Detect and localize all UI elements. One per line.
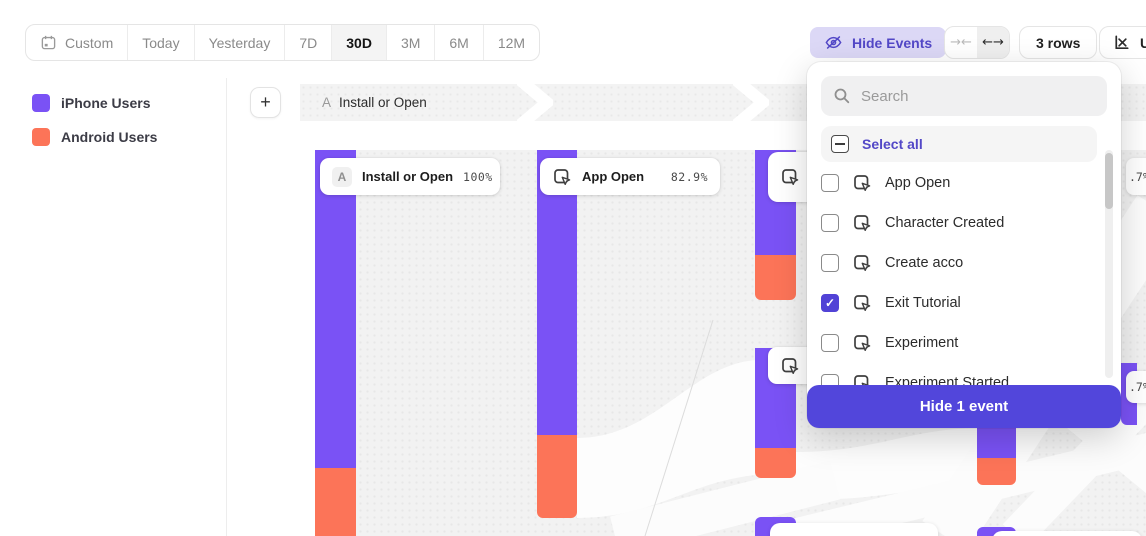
row3-step-card-clipped[interactable]: [770, 523, 938, 536]
range-6m[interactable]: 6M: [435, 25, 484, 60]
range-12m[interactable]: 12M: [497, 34, 526, 51]
event-icon: [852, 333, 872, 353]
legend-item-android: Android Users: [32, 128, 157, 146]
row2-edge-card-fragment[interactable]: .7%: [1126, 371, 1146, 403]
select-all-label: Select all: [862, 136, 923, 152]
bar-step1-android[interactable]: [315, 468, 356, 536]
event-list: App Open Character Created Create acco E…: [807, 162, 1121, 403]
calendar-icon: [41, 35, 56, 50]
step-a-badge: A: [332, 166, 352, 187]
trend-view-button[interactable]: U: [1099, 26, 1146, 59]
bar-step3-android[interactable]: [755, 255, 796, 300]
android-color-swatch: [32, 128, 50, 146]
event-checkbox[interactable]: [821, 254, 839, 272]
rows-setting-button[interactable]: 3 rows: [1019, 26, 1098, 59]
event-row-character-created[interactable]: Character Created: [821, 203, 1107, 243]
hide-event-apply-button[interactable]: Hide 1 event: [807, 385, 1121, 428]
search-icon: [834, 88, 850, 104]
step-card-percent: 100%: [463, 169, 493, 184]
step-card-app-open[interactable]: App Open 82.9%: [540, 158, 720, 195]
step-card-percent: 82.9%: [670, 169, 708, 184]
event-icon: [852, 253, 872, 273]
chevron-separator-icon: [733, 84, 769, 121]
event-icon: [780, 356, 800, 376]
event-icon: [552, 167, 572, 187]
range-today[interactable]: Today: [128, 25, 195, 60]
event-checkbox[interactable]: [821, 334, 839, 352]
search-placeholder: Search: [861, 87, 909, 105]
bar-step2-iphone[interactable]: [537, 150, 577, 435]
event-label: App Open: [885, 175, 951, 191]
event-icon: [852, 173, 872, 193]
hide-event-label: Hide 1 event: [919, 398, 1009, 415]
step-card-percent: .7%: [1129, 169, 1146, 184]
event-icon: [852, 213, 872, 233]
bar-row2-step2-android[interactable]: [977, 458, 1016, 485]
legend-label-iphone: iPhone Users: [61, 95, 151, 111]
series-legend: iPhone Users Android Users: [32, 94, 157, 162]
event-label: Experiment: [885, 335, 959, 351]
event-checkbox[interactable]: [821, 214, 839, 232]
event-search-input[interactable]: Search: [821, 76, 1107, 116]
eye-off-icon: [825, 36, 842, 49]
step-card-label: Install or Open: [362, 169, 454, 184]
bar-step2-android[interactable]: [537, 435, 577, 518]
step-card-label: App Open: [582, 169, 645, 184]
iphone-color-swatch: [32, 94, 50, 112]
event-checkbox[interactable]: [821, 294, 839, 312]
event-label: Exit Tutorial: [885, 295, 961, 311]
range-30d-active[interactable]: 30D: [332, 25, 387, 60]
hide-events-button[interactable]: Hide Events: [810, 27, 947, 58]
bar-row2-step2-iphone[interactable]: [977, 426, 1016, 458]
select-all-checkbox[interactable]: [831, 135, 849, 153]
trend-chart-icon: [1115, 35, 1129, 50]
column-width-toggle: →← ←→: [944, 26, 1010, 59]
hide-events-dropdown: Search Select all App Open Character Cre…: [807, 62, 1121, 428]
event-icon: [780, 167, 800, 187]
expand-columns-button[interactable]: ←→: [977, 27, 1009, 58]
range-yesterday[interactable]: Yesterday: [195, 25, 286, 60]
chevron-separator-icon: [517, 84, 553, 121]
event-row-experiment[interactable]: Experiment: [821, 323, 1107, 363]
event-label: Character Created: [885, 215, 1005, 231]
event-row-exit-tutorial[interactable]: Exit Tutorial: [821, 283, 1107, 323]
event-checkbox[interactable]: [821, 174, 839, 192]
bar-step1-iphone[interactable]: [315, 150, 356, 468]
range-7d[interactable]: 7D: [285, 25, 333, 60]
event-label: Create acco: [885, 255, 964, 271]
event-icon: [852, 293, 872, 313]
step-letter: A: [322, 95, 332, 110]
step-card-install-or-open[interactable]: A Install or Open 100%: [320, 158, 500, 195]
range-3m[interactable]: 3M: [387, 25, 436, 60]
date-range-picker: Custom Today Yesterday 7D 30D 3M 6M 12M: [25, 24, 541, 61]
sidebar-divider: [226, 78, 227, 536]
row3-step2-card-clipped[interactable]: [992, 531, 1142, 536]
legend-label-android: Android Users: [61, 129, 158, 145]
step-card-percent: .7%: [1129, 380, 1146, 394]
bar-row2-step-android[interactable]: [755, 448, 796, 478]
dropdown-scrollbar[interactable]: [1105, 150, 1113, 378]
step-a-header: A Install or Open: [322, 84, 427, 121]
range-custom[interactable]: Custom: [26, 25, 129, 60]
plus-icon: +: [260, 92, 271, 112]
hide-events-label: Hide Events: [852, 34, 933, 51]
scrollbar-thumb[interactable]: [1105, 153, 1113, 209]
trend-label: U: [1140, 34, 1146, 51]
legend-item-iphone: iPhone Users: [32, 94, 157, 112]
expand-icon: ←→: [982, 35, 1004, 50]
rows-label: 3 rows: [1036, 34, 1081, 51]
collapse-icon: →←: [950, 35, 972, 50]
collapse-columns-button[interactable]: →←: [945, 27, 977, 58]
step-card-edge-fragment[interactable]: .7%: [1126, 158, 1146, 195]
range-label: Custom: [65, 34, 114, 51]
event-row-app-open[interactable]: App Open: [821, 163, 1107, 203]
add-step-button[interactable]: +: [250, 87, 281, 118]
step-name: Install or Open: [339, 95, 427, 110]
select-all-row[interactable]: Select all: [821, 126, 1097, 162]
event-row-create-acco[interactable]: Create acco: [821, 243, 1107, 283]
